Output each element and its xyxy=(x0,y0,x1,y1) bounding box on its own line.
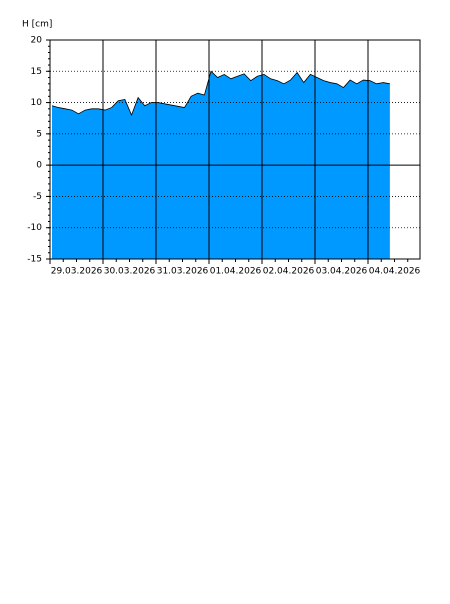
y-tick-label: 5 xyxy=(36,129,42,139)
y-tick-label: -5 xyxy=(33,192,42,202)
y-tick-label: 20 xyxy=(31,36,43,46)
y-tick-label: -10 xyxy=(27,223,42,233)
x-tick-label: 01.04.2026 xyxy=(210,267,262,277)
x-tick-label: 02.04.2026 xyxy=(263,267,315,277)
y-tick-label: 10 xyxy=(31,98,43,108)
x-tick-label: 30.03.2026 xyxy=(104,267,156,277)
y-tick-label: 15 xyxy=(31,67,42,77)
plot-frame xyxy=(49,39,421,260)
area-outline xyxy=(51,70,390,117)
y-tick-label: 0 xyxy=(36,161,42,171)
x-tick-label: 03.04.2026 xyxy=(316,267,368,277)
x-tick-label: 29.03.2026 xyxy=(51,267,103,277)
x-tick-label: 31.03.2026 xyxy=(157,267,209,277)
x-tick-label: 04.04.2026 xyxy=(369,267,421,277)
y-tick-label: -15 xyxy=(27,255,42,265)
y-axis-label: H [cm] xyxy=(22,20,52,30)
